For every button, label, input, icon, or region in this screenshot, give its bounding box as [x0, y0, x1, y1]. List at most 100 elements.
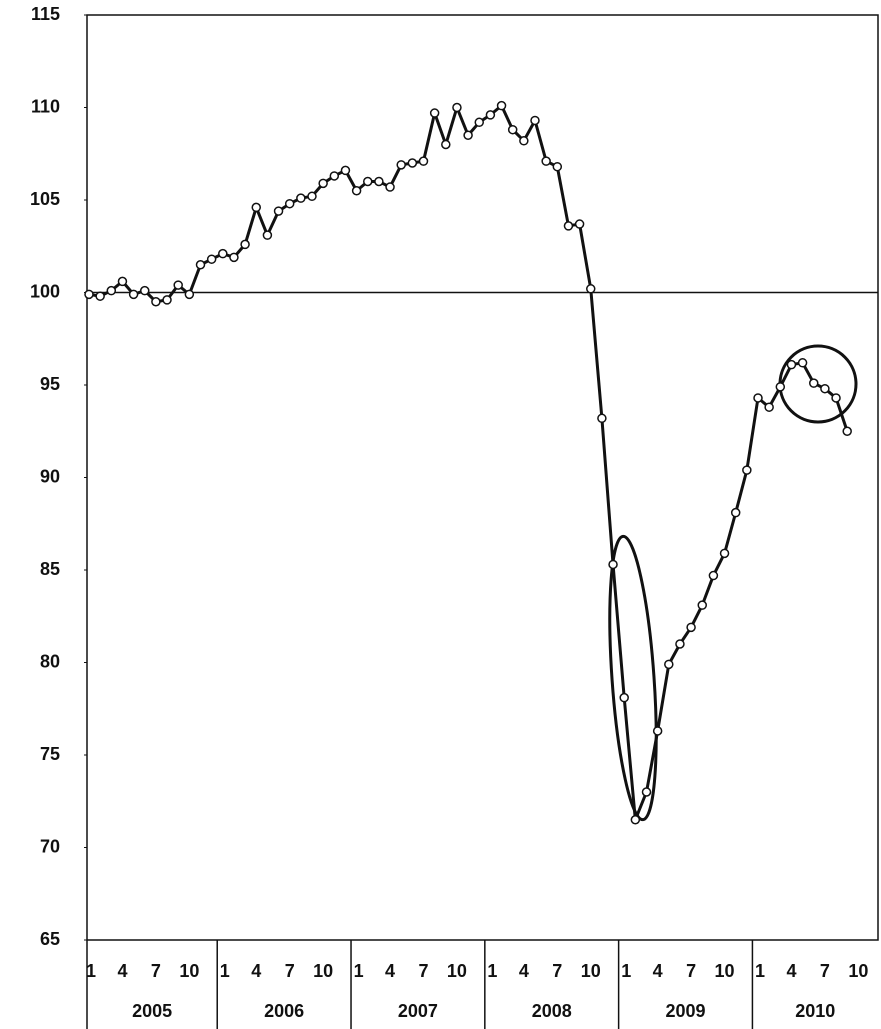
- data-point: [552, 161, 563, 172]
- data-point: [385, 182, 395, 192]
- x-tick-label: 7: [686, 961, 696, 981]
- x-tick-label: 7: [552, 961, 562, 981]
- data-point: [117, 276, 128, 287]
- x-tick-label: 10: [179, 961, 199, 981]
- data-point: [396, 160, 406, 170]
- x-tick-label: 4: [117, 961, 127, 981]
- data-point: [273, 206, 284, 216]
- data-point: [296, 193, 306, 203]
- x-tick-label: 7: [285, 961, 295, 981]
- x-tick-label: 10: [313, 961, 333, 981]
- y-tick-label: 105: [30, 189, 60, 209]
- data-point: [128, 289, 139, 300]
- y-tick-label: 85: [40, 559, 60, 579]
- data-point: [753, 393, 763, 403]
- data-point: [240, 239, 250, 250]
- x-tick-label: 4: [653, 961, 663, 981]
- data-point: [831, 393, 841, 403]
- y-tick-label: 70: [40, 836, 60, 856]
- data-point: [151, 297, 161, 307]
- data-point: [84, 289, 94, 300]
- x-tick-label: 7: [418, 961, 428, 981]
- data-point: [730, 507, 741, 518]
- data-point: [474, 117, 484, 128]
- x-group-label: 2006: [264, 1001, 304, 1021]
- data-point: [686, 622, 696, 633]
- data-point: [586, 284, 596, 294]
- x-tick-label: 10: [848, 961, 868, 981]
- y-tick-label: 75: [40, 744, 60, 764]
- data-point: [619, 692, 629, 703]
- x-tick-label: 1: [755, 961, 765, 981]
- x-tick-label: 1: [220, 961, 230, 981]
- x-tick-label: 4: [385, 961, 395, 981]
- x-tick-label: 1: [487, 961, 497, 981]
- x-group-label: 2009: [666, 1001, 706, 1021]
- data-point: [697, 600, 707, 610]
- data-point: [597, 413, 607, 424]
- x-tick-label: 1: [621, 961, 631, 981]
- data-point: [429, 108, 440, 118]
- x-group-label: 2008: [532, 1001, 572, 1021]
- data-point: [140, 285, 150, 296]
- y-tick-label: 65: [40, 929, 60, 949]
- data-point: [463, 130, 473, 140]
- data-point: [664, 659, 674, 670]
- x-tick-label: 4: [251, 961, 261, 981]
- data-point: [218, 248, 228, 259]
- x-tick-label: 1: [86, 961, 96, 981]
- x-tick-label: 7: [151, 961, 161, 981]
- y-tick-label: 115: [31, 4, 60, 24]
- data-point: [496, 100, 507, 111]
- plot-frame: [86, 14, 879, 941]
- data-point: [195, 260, 206, 270]
- data-point: [519, 136, 529, 146]
- x-tick-label: 4: [519, 961, 529, 981]
- data-point: [630, 815, 641, 825]
- data-point: [340, 165, 351, 176]
- x-group-label: 2007: [398, 1001, 438, 1021]
- x-tick-label: 4: [786, 961, 796, 981]
- data-point: [485, 110, 496, 120]
- x-tick-label: 10: [715, 961, 735, 981]
- data-point: [106, 285, 117, 296]
- data-point: [418, 156, 429, 166]
- data-point: [284, 198, 295, 209]
- x-tick-label: 1: [354, 961, 364, 981]
- y-tick-label: 80: [40, 651, 60, 671]
- data-point: [407, 158, 418, 168]
- data-point: [229, 252, 239, 263]
- data-point: [574, 219, 585, 229]
- data-point: [206, 254, 217, 264]
- data-point: [173, 280, 183, 290]
- data-point: [563, 221, 574, 231]
- data-point: [329, 171, 340, 181]
- data-point: [251, 202, 261, 213]
- data-point: [530, 115, 540, 126]
- data-point: [675, 639, 685, 649]
- data-point: [184, 289, 195, 300]
- data-point: [742, 465, 752, 475]
- x-tick-label: 10: [447, 961, 467, 981]
- data-point: [262, 230, 273, 240]
- x-tick-label: 7: [820, 961, 830, 981]
- y-tick-label: 100: [30, 281, 60, 301]
- data-point: [363, 176, 373, 187]
- data-point: [820, 383, 830, 394]
- data-point: [719, 548, 730, 559]
- x-group-label: 2005: [132, 1001, 172, 1021]
- data-point: [842, 426, 852, 436]
- data-point: [452, 102, 462, 113]
- data-point: [441, 139, 451, 150]
- data-point: [507, 124, 518, 135]
- data-point: [708, 570, 719, 581]
- data-point: [541, 156, 551, 166]
- x-tick-label: 10: [581, 961, 601, 981]
- data-point: [809, 378, 819, 388]
- data-point: [786, 359, 797, 370]
- data-line: [88, 104, 849, 822]
- data-point: [797, 358, 808, 368]
- data-point: [374, 176, 384, 187]
- data-point: [764, 402, 774, 412]
